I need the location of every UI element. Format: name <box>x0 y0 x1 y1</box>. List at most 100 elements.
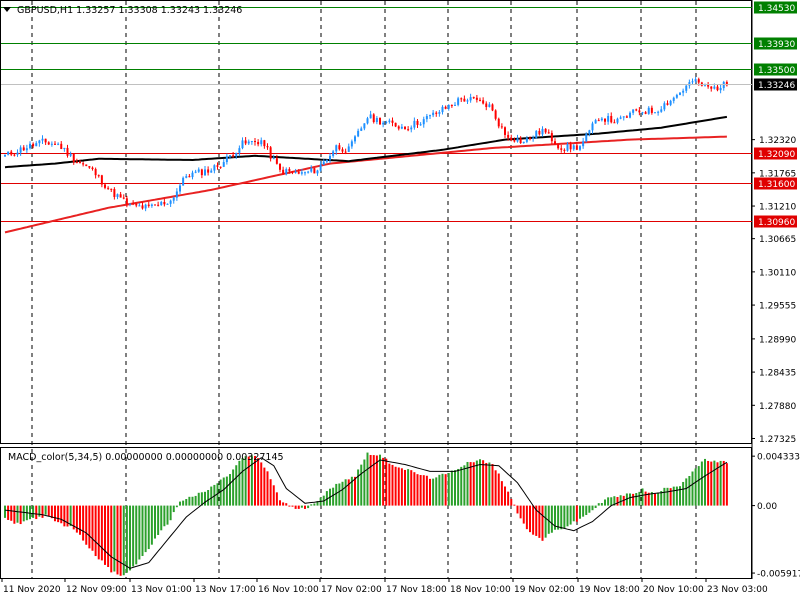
candle-body <box>625 116 628 118</box>
macd-bar <box>219 479 222 506</box>
macd-bar <box>54 505 56 522</box>
price-tick-label: 1.31765 <box>759 169 796 179</box>
candle-body <box>472 97 475 99</box>
macd-bar <box>707 460 710 506</box>
macd-bar <box>207 490 210 506</box>
candle-body <box>269 147 272 159</box>
candle-body <box>572 145 575 150</box>
candle-body <box>525 138 528 142</box>
level-label: 1.33500 <box>758 66 795 76</box>
macd-bar <box>225 476 228 506</box>
candle-body <box>241 140 244 149</box>
candle-body <box>210 170 213 173</box>
candle-body <box>147 204 150 206</box>
macd-bar <box>504 486 506 506</box>
macd-bar <box>369 454 372 506</box>
level-label: 1.33930 <box>758 40 795 50</box>
macd-bar <box>347 479 350 506</box>
price-tick-label: 1.28990 <box>759 335 796 345</box>
candle-body <box>235 152 238 157</box>
macd-bar <box>210 486 213 506</box>
candle-body <box>304 172 306 174</box>
macd-bar <box>400 468 403 506</box>
level-tag <box>754 37 797 50</box>
candle-body <box>47 142 50 145</box>
macd-bar <box>213 484 216 506</box>
macd-bar <box>363 459 366 506</box>
level-tag <box>754 147 797 160</box>
candle-body <box>50 143 53 145</box>
candle-body <box>332 151 335 156</box>
macd-bar <box>422 475 425 506</box>
macd-bar <box>172 505 175 513</box>
macd-bar <box>150 505 153 545</box>
macd-tick-label: -0.005917 <box>757 570 800 580</box>
candle-body <box>554 141 556 145</box>
macd-bar <box>544 505 547 538</box>
macd-bar <box>700 461 703 506</box>
candle-body <box>182 177 185 186</box>
macd-bar <box>497 473 500 506</box>
dropdown-arrow-icon[interactable] <box>3 7 11 12</box>
macd-bar <box>141 505 144 556</box>
candle-body <box>154 204 156 206</box>
moving-averages <box>4 115 728 234</box>
candle-body <box>63 147 66 150</box>
candle-body <box>544 128 547 133</box>
macd-bar <box>694 468 697 506</box>
candle-body <box>697 79 700 83</box>
candle-body <box>38 140 41 144</box>
candle-body <box>13 154 16 156</box>
price-axis: 1.32320 1.31765 1.31210 1.30665 1.30110 1.295… <box>752 136 796 445</box>
current-price-label: 1.33246 <box>758 81 795 91</box>
macd-tick-label: 0.0043338 <box>757 453 800 463</box>
candle-body <box>32 143 35 147</box>
macd-bar <box>469 462 472 506</box>
macd-bar <box>572 505 575 522</box>
candle-body <box>563 149 566 151</box>
candle-body <box>285 169 288 175</box>
macd-bar <box>285 503 288 506</box>
macd-bar <box>657 492 660 506</box>
candle-body <box>519 138 522 144</box>
macd-bar <box>532 505 535 535</box>
candle-body <box>60 143 63 150</box>
candle-body <box>194 171 197 173</box>
candle-body <box>710 86 713 89</box>
macd-bar <box>644 491 647 506</box>
macd-bar <box>169 505 172 521</box>
candle-body <box>229 155 231 157</box>
macd-bar <box>88 505 91 549</box>
candle-body <box>541 128 544 135</box>
macd-bar <box>60 505 63 524</box>
macd-bar <box>294 505 297 509</box>
macd-bar <box>272 485 275 506</box>
candle-body <box>25 148 28 151</box>
candle-body <box>360 128 363 131</box>
candle-body <box>97 175 100 177</box>
candle-body <box>538 130 541 135</box>
candle-body <box>660 109 663 112</box>
candle-body <box>654 112 656 114</box>
candle-body <box>429 115 431 117</box>
candle-body <box>35 143 38 147</box>
candle-body <box>10 151 13 155</box>
candle-body <box>4 154 6 157</box>
macd-bar <box>66 505 69 527</box>
candle-body <box>225 156 228 163</box>
time-tick-label: 20 Nov 10:00 <box>643 585 704 595</box>
macd-bar <box>188 496 191 506</box>
candle-body <box>104 184 106 188</box>
price-tick-label: 1.31210 <box>759 203 796 213</box>
candle-body <box>669 100 672 105</box>
candle-body <box>166 203 169 205</box>
candle-body <box>491 104 494 111</box>
candle-body <box>288 169 291 172</box>
macd-bar <box>675 486 678 506</box>
candle-body <box>435 112 438 114</box>
candle-body <box>600 118 603 121</box>
macd-bar <box>116 505 119 575</box>
macd-bar <box>135 505 138 565</box>
candle-body <box>388 120 391 122</box>
